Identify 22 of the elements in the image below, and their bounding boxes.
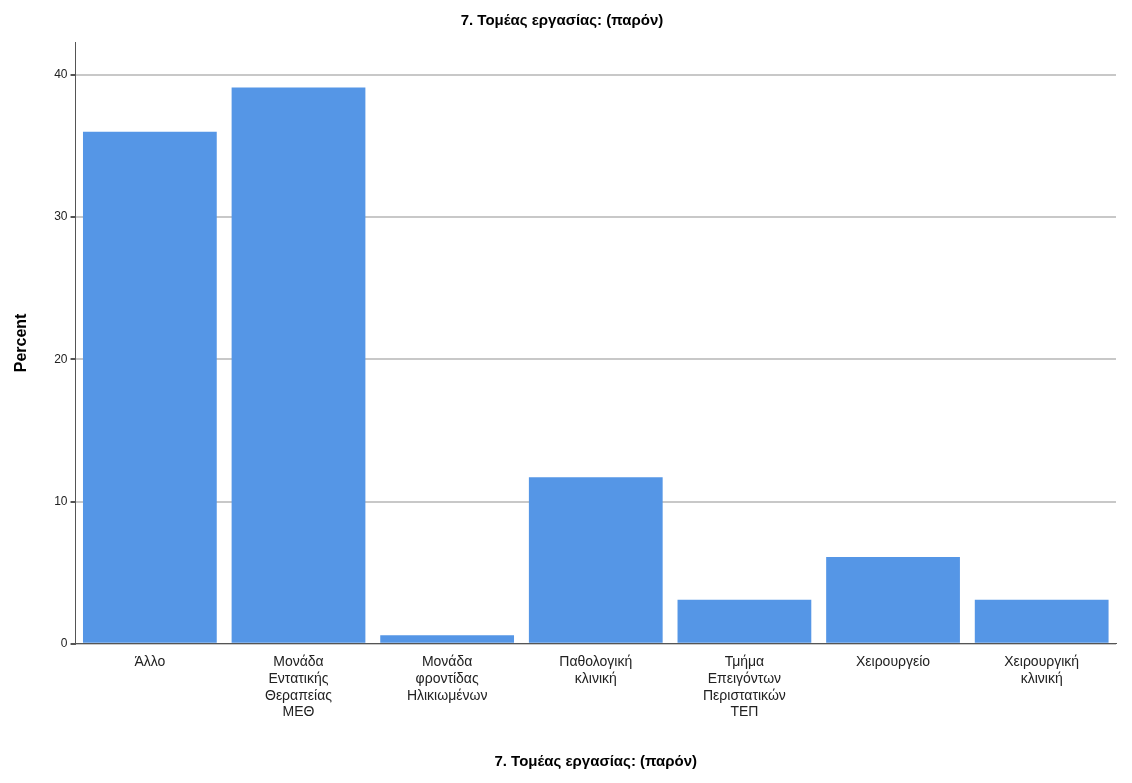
- x-tick-label: Μονάδα φροντίδας Ηλικιωμένων: [406, 653, 488, 703]
- x-tick-label: Μονάδα Εντατικής Θεραπείας ΜΕΘ: [264, 653, 333, 720]
- bar: [826, 557, 960, 643]
- bar: [380, 635, 515, 643]
- y-tick-label: 20: [54, 351, 68, 366]
- bar: [528, 477, 663, 643]
- y-tick-label: 30: [54, 209, 68, 224]
- bar: [82, 131, 217, 643]
- y-axis-title: Percent: [12, 312, 30, 373]
- x-tick-label: Χειρουργική κλινική: [1004, 653, 1080, 686]
- bar: [677, 599, 812, 643]
- y-tick-label: 0: [60, 636, 68, 651]
- x-tick-label: Παθολογική κλινική: [559, 653, 633, 686]
- x-axis-title: 7. Τομέας εργασίας: (παρόν): [494, 752, 698, 770]
- bar: [974, 599, 1109, 643]
- y-tick-label: 40: [54, 67, 68, 82]
- chart-title: 7. Τομέας εργασίας: (παρόν): [460, 11, 664, 29]
- x-tick-label: Τμήμα Επειγόντων Περιστατικών ΤΕΠ: [702, 653, 786, 720]
- bar: [231, 87, 366, 643]
- y-tick-label: 10: [54, 493, 68, 508]
- x-tick-label: Χειρουργείο: [855, 653, 931, 670]
- x-tick-label: Άλλο: [134, 653, 166, 670]
